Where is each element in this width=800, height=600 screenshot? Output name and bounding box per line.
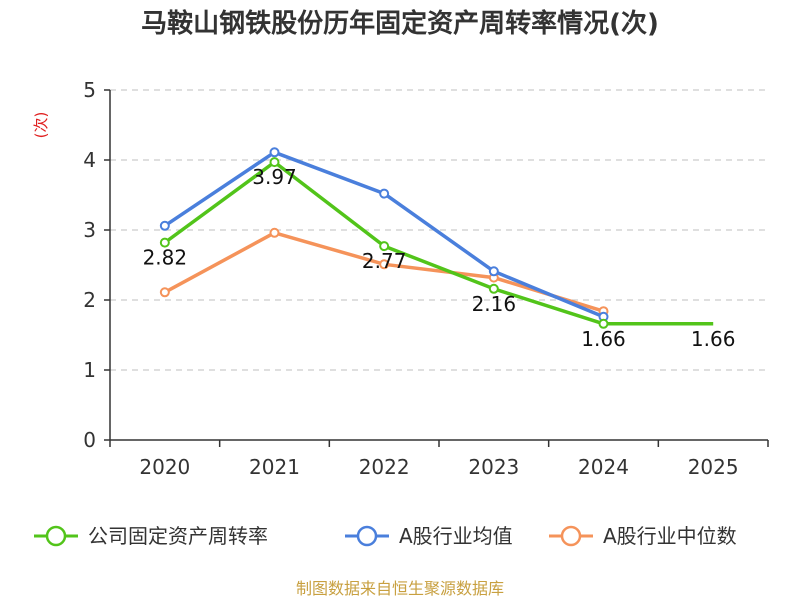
data-label-2021: 3.97 [252, 165, 297, 189]
legend: 公司固定资产周转率 A股行业均值 A股行业中位数 [34, 524, 737, 548]
series-1-point-2023 [488, 266, 499, 277]
series-2-point-2022 [379, 259, 390, 270]
legend-marker-0 [45, 525, 67, 547]
series-0-point-2020 [159, 237, 170, 248]
y-axis-label: (次) [32, 112, 50, 139]
series-0-point-2023 [488, 283, 499, 294]
series-0-point-2021 [269, 157, 280, 168]
data-label-2025: 1.66 [691, 327, 736, 351]
y-tick-label-1: 1 [83, 358, 96, 382]
grid-lines [110, 89, 768, 371]
legend-label-0: 公司固定资产周转率 [88, 524, 268, 548]
y-tick-label-5: 5 [83, 78, 96, 102]
data-labels: 2.82 3.97 2.77 2.16 1.66 1.66 [143, 165, 736, 351]
legend-marker-1 [356, 525, 378, 547]
y-tick-label-2: 2 [83, 288, 96, 312]
axes: 0 1 2 3 4 5 2020 2021 2022 2023 2024 2025 [83, 78, 769, 479]
series-0-point-2022 [379, 241, 390, 252]
series-layer [159, 147, 714, 329]
series-2-point-2021 [269, 227, 280, 238]
data-label-2022: 2.77 [362, 249, 407, 273]
series-2-point-2020 [159, 287, 170, 298]
x-tick-label-2020: 2020 [139, 455, 190, 479]
series-1-point-2020 [159, 220, 170, 231]
y-tick-label-3: 3 [83, 218, 96, 242]
series-0-point-2024 [598, 318, 609, 329]
series-1-point-2021 [269, 147, 280, 158]
data-label-2023: 2.16 [472, 292, 517, 316]
x-tick-label-2023: 2023 [468, 455, 519, 479]
legend-label-1: A股行业均值 [399, 524, 513, 548]
data-label-2020: 2.82 [143, 246, 188, 270]
x-tick-label-2024: 2024 [578, 455, 629, 479]
data-label-2024: 1.66 [581, 327, 626, 351]
series-1-point-2022 [379, 188, 390, 199]
legend-marker-2 [560, 525, 582, 547]
legend-label-2: A股行业中位数 [603, 524, 737, 548]
y-tick-label-4: 4 [83, 148, 96, 172]
source-note: 制图数据来自恒生聚源数据库 [296, 579, 504, 598]
x-tick-label-2021: 2021 [249, 455, 300, 479]
y-tick-label-0: 0 [83, 428, 96, 452]
series-line-0 [163, 160, 714, 326]
x-tick-label-2022: 2022 [359, 455, 410, 479]
x-tick-label-2025: 2025 [688, 455, 739, 479]
chart-title: 马鞍山钢铁股份历年固定资产周转率情况(次) [141, 8, 659, 39]
